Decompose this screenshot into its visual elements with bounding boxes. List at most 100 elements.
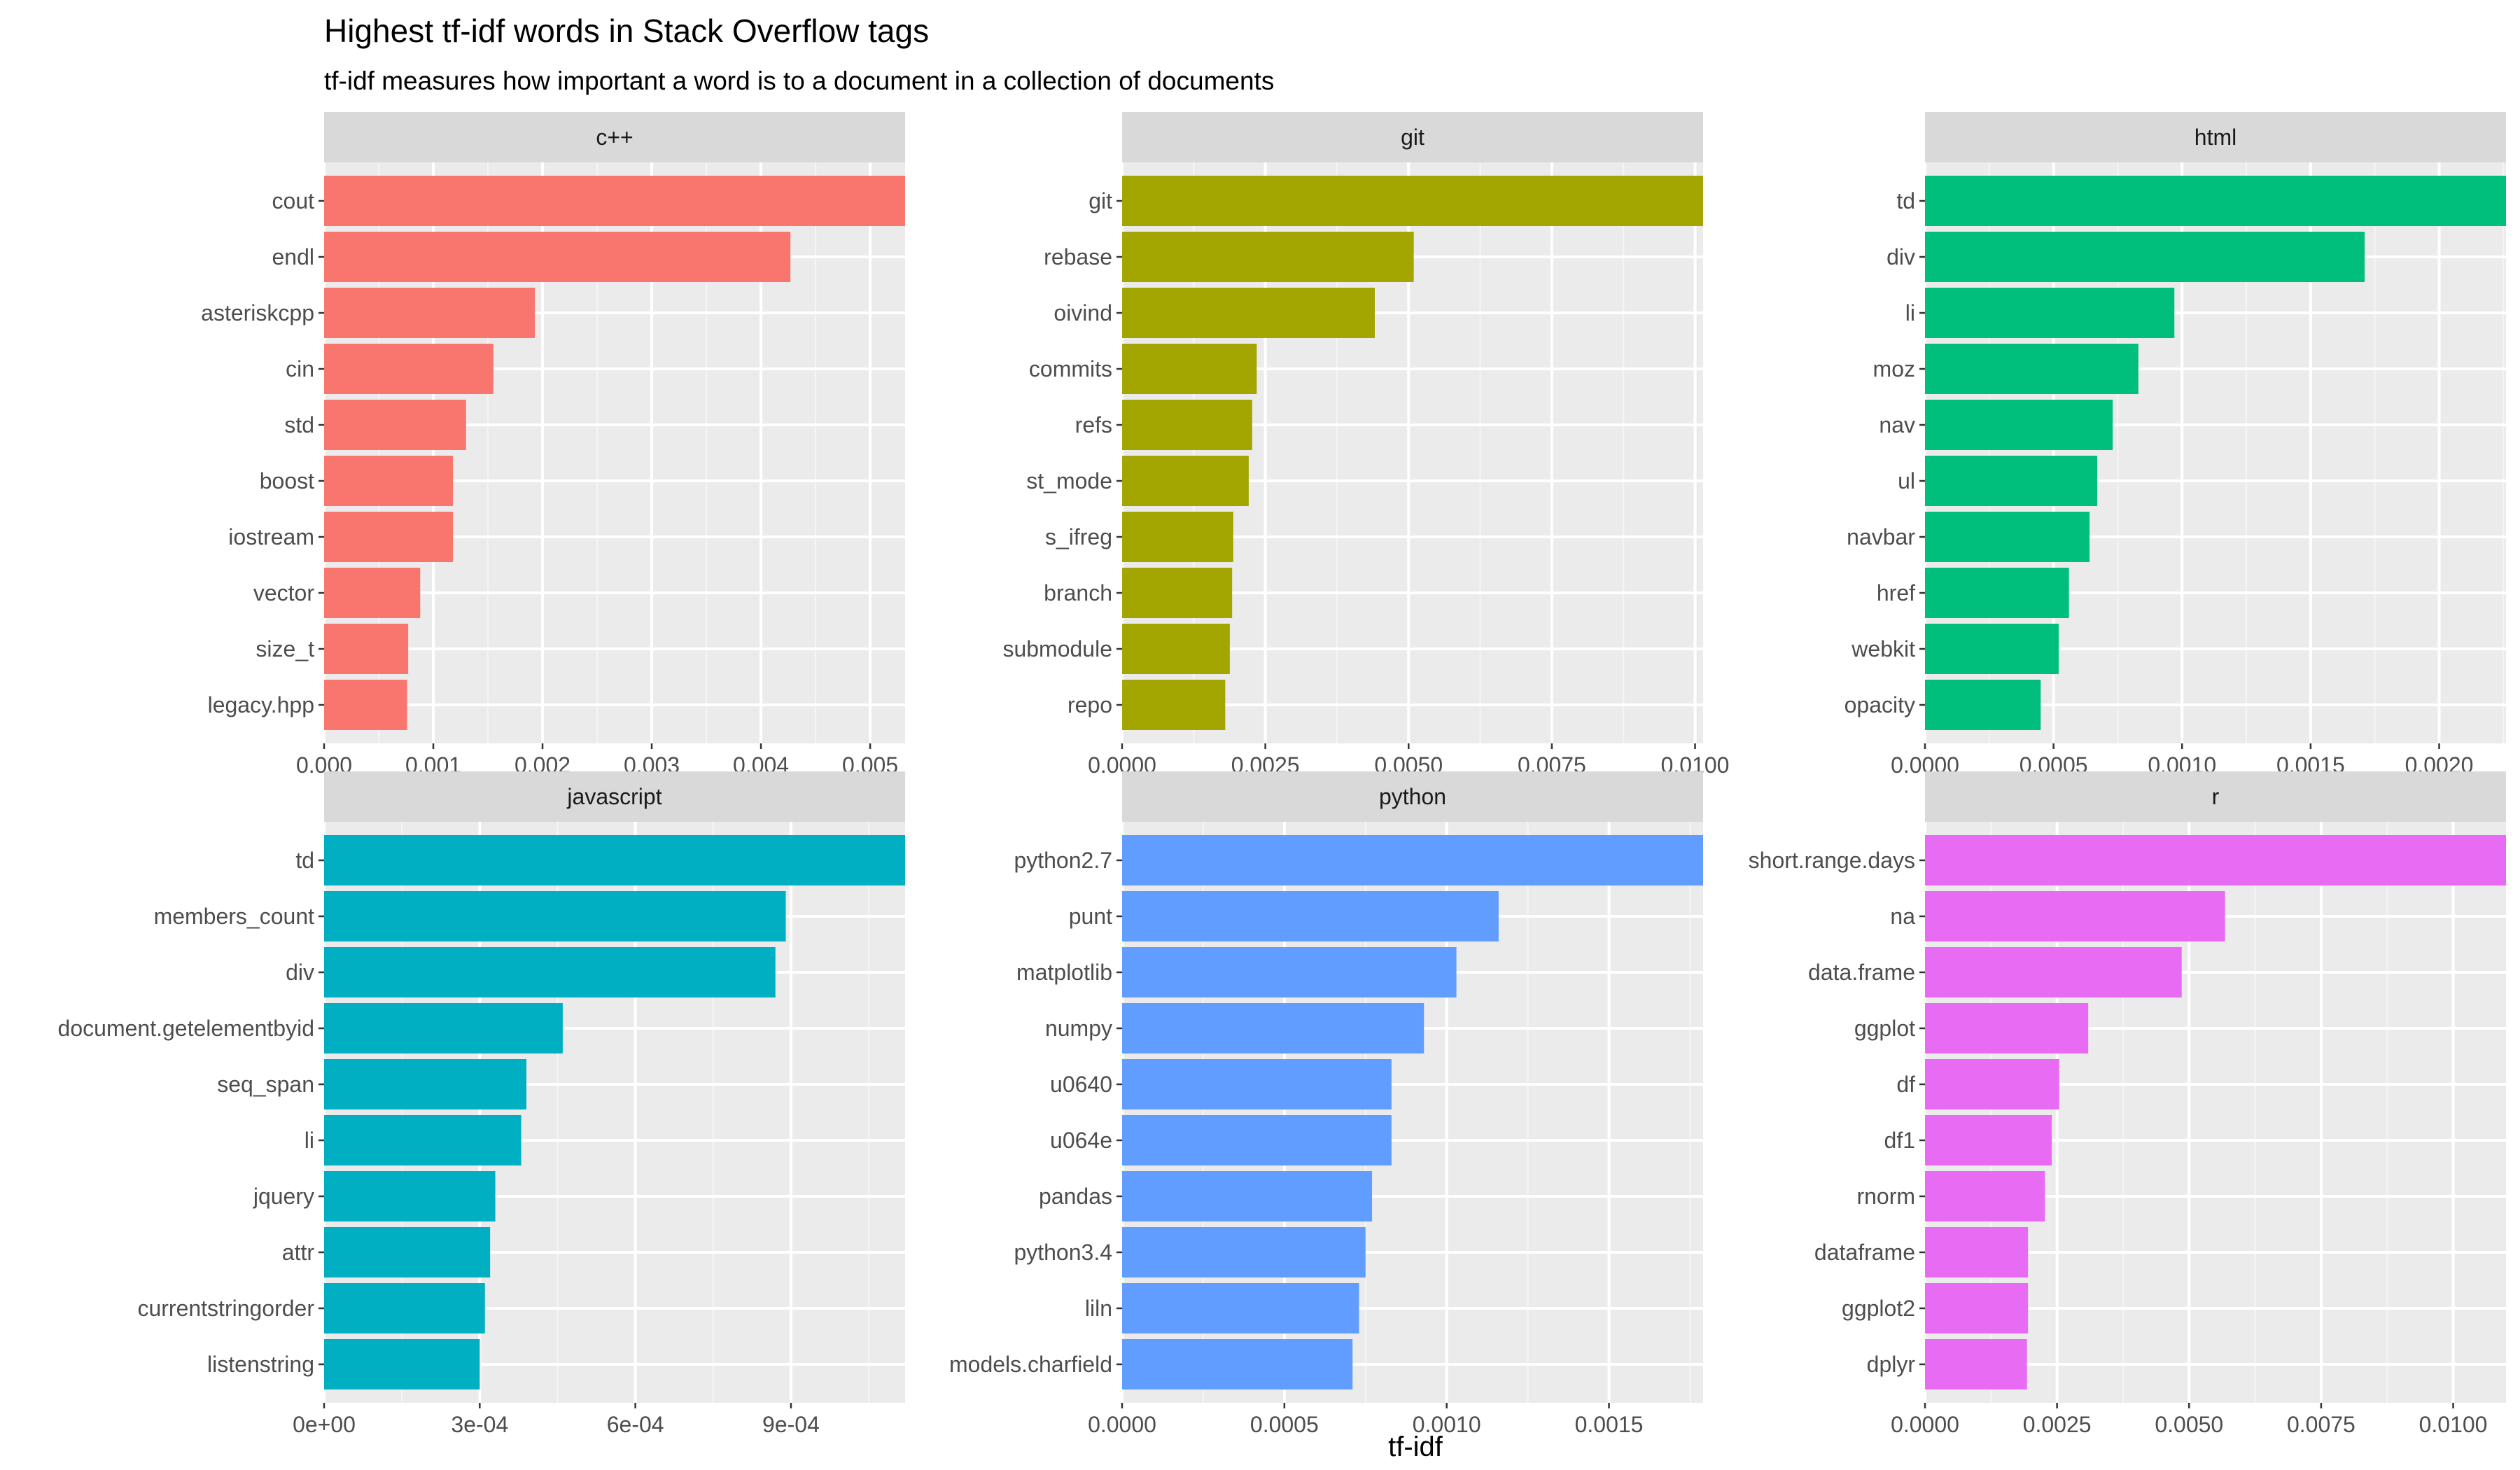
y-tick-label: navbar — [1847, 524, 1915, 550]
bar-pandas — [1122, 1171, 1373, 1222]
bar-boost — [324, 456, 454, 506]
panel-git: git git rebase oivind commits refs st_mode s_if… — [1002, 112, 1729, 778]
bar-rnorm — [1925, 1171, 2045, 1222]
y-tick-label: cin — [286, 356, 314, 382]
y-tick-label: li — [1905, 300, 1915, 326]
y-tick-label: submodule — [1002, 636, 1112, 662]
bar-seq_span — [324, 1059, 527, 1110]
x-tick-label: 0.0025 — [2023, 1412, 2092, 1437]
x-tick-label: 0.0005 — [1250, 1412, 1319, 1437]
y-tick-label: ggplot2 — [1842, 1296, 1915, 1321]
bar-commits — [1122, 344, 1257, 394]
bar-submodule — [1122, 624, 1230, 674]
bar-oivind — [1122, 288, 1375, 338]
y-tick-label: document.getelementbyid — [58, 1016, 314, 1041]
y-tick-label: seq_span — [217, 1072, 314, 1097]
bar-members_count — [324, 891, 786, 941]
y-tick-label: members_count — [154, 904, 315, 929]
y-tick-label: li — [304, 1128, 314, 1153]
bar-href — [1925, 568, 2069, 618]
facet-label: python — [1379, 784, 1446, 809]
facet-label: r — [2212, 784, 2220, 809]
y-tick-label: webkit — [1851, 636, 1915, 662]
y-tick-label: numpy — [1045, 1016, 1112, 1041]
bar-jquery — [324, 1171, 496, 1222]
bar-rebase — [1122, 232, 1414, 282]
y-tick-label: rebase — [1044, 244, 1112, 270]
facet-strip — [1122, 112, 1703, 162]
bar-df1 — [1925, 1115, 2052, 1166]
x-tick-label: 9e-04 — [762, 1412, 820, 1437]
y-tick-label: td — [1896, 188, 1915, 214]
panel-html: html td div li moz nav ul navbar href webkit opaci… — [1844, 112, 2506, 778]
y-tick-label: asteriskcpp — [201, 300, 314, 326]
bar-td — [324, 835, 905, 886]
bar-legacy.hpp — [324, 680, 407, 730]
y-tick-label: python2.7 — [1014, 848, 1112, 873]
bar-webkit — [1925, 624, 2059, 674]
bar-iostream — [324, 512, 454, 562]
y-tick-label: dplyr — [1867, 1352, 1916, 1377]
panel-c++: c++ cout endl asteriskcpp cin std boost iostrea… — [201, 112, 905, 778]
bar-navbar — [1925, 512, 2090, 562]
bar-repo — [1122, 680, 1226, 730]
bar-python2.7 — [1122, 835, 1703, 886]
bar-li — [1925, 288, 2175, 338]
bar-git — [1122, 176, 1703, 226]
panel-r: r short.range.days na data.frame ggplot df df1… — [1749, 771, 2506, 1437]
x-tick-label: 0.0000 — [1088, 1412, 1156, 1437]
bar-td — [1925, 176, 2506, 226]
bar-opacity — [1925, 680, 2041, 730]
facet-label: c++ — [596, 125, 633, 150]
bar-div — [1925, 232, 2365, 282]
y-tick-label: size_t — [255, 636, 314, 662]
x-tick-label: 3e-04 — [451, 1412, 508, 1437]
y-tick-label: endl — [272, 244, 315, 270]
bar-currentstringorder — [324, 1283, 485, 1334]
bar-liln — [1122, 1283, 1359, 1334]
bar-moz — [1925, 344, 2138, 394]
y-tick-label: df — [1896, 1072, 1915, 1097]
bar-na — [1925, 891, 2225, 941]
y-tick-label: jquery — [253, 1184, 314, 1209]
panels-layer: c++ cout endl asteriskcpp cin std boost iostrea… — [58, 112, 2506, 1437]
bar-df — [1925, 1059, 2059, 1110]
y-tick-label: cout — [272, 188, 315, 214]
bar-ggplot — [1925, 1003, 2089, 1054]
y-tick-label: repo — [1068, 692, 1112, 718]
bar-refs — [1122, 400, 1252, 450]
y-tick-label: python3.4 — [1014, 1240, 1112, 1265]
panel-python: python python2.7 punt matplotlib numpy u0640 u… — [949, 771, 1703, 1437]
y-tick-label: std — [284, 412, 314, 438]
y-tick-label: na — [1890, 904, 1915, 929]
bar-dplyr — [1925, 1339, 2027, 1390]
y-tick-label: div — [286, 960, 314, 985]
y-tick-label: models.charfield — [949, 1352, 1112, 1377]
bar-u064e — [1122, 1115, 1392, 1166]
y-tick-label: refs — [1075, 412, 1112, 438]
x-tick-label: 0.0010 — [1413, 1412, 1481, 1437]
bar-numpy — [1122, 1003, 1424, 1054]
facet-label: javascript — [566, 784, 662, 809]
y-tick-label: ggplot — [1854, 1016, 1915, 1041]
bar-li — [324, 1115, 522, 1166]
x-tick-label: 0.0015 — [1575, 1412, 1644, 1437]
bar-python3.4 — [1122, 1227, 1366, 1278]
y-tick-label: td — [295, 848, 314, 873]
facet-strip — [1122, 771, 1703, 822]
facet-label: html — [2194, 125, 2236, 150]
bar-punt — [1122, 891, 1499, 941]
bar-matplotlib — [1122, 947, 1457, 997]
y-tick-label: commits — [1029, 356, 1112, 382]
bar-cin — [324, 344, 493, 394]
y-tick-label: currentstringorder — [137, 1296, 314, 1321]
y-tick-label: dataframe — [1814, 1240, 1915, 1265]
facet-label: git — [1401, 125, 1424, 150]
bar-vector — [324, 568, 421, 618]
bar-s_ifreg — [1122, 512, 1233, 562]
y-tick-label: attr — [282, 1240, 315, 1265]
y-tick-label: vector — [253, 580, 314, 606]
x-tick-label: 6e-04 — [607, 1412, 664, 1437]
